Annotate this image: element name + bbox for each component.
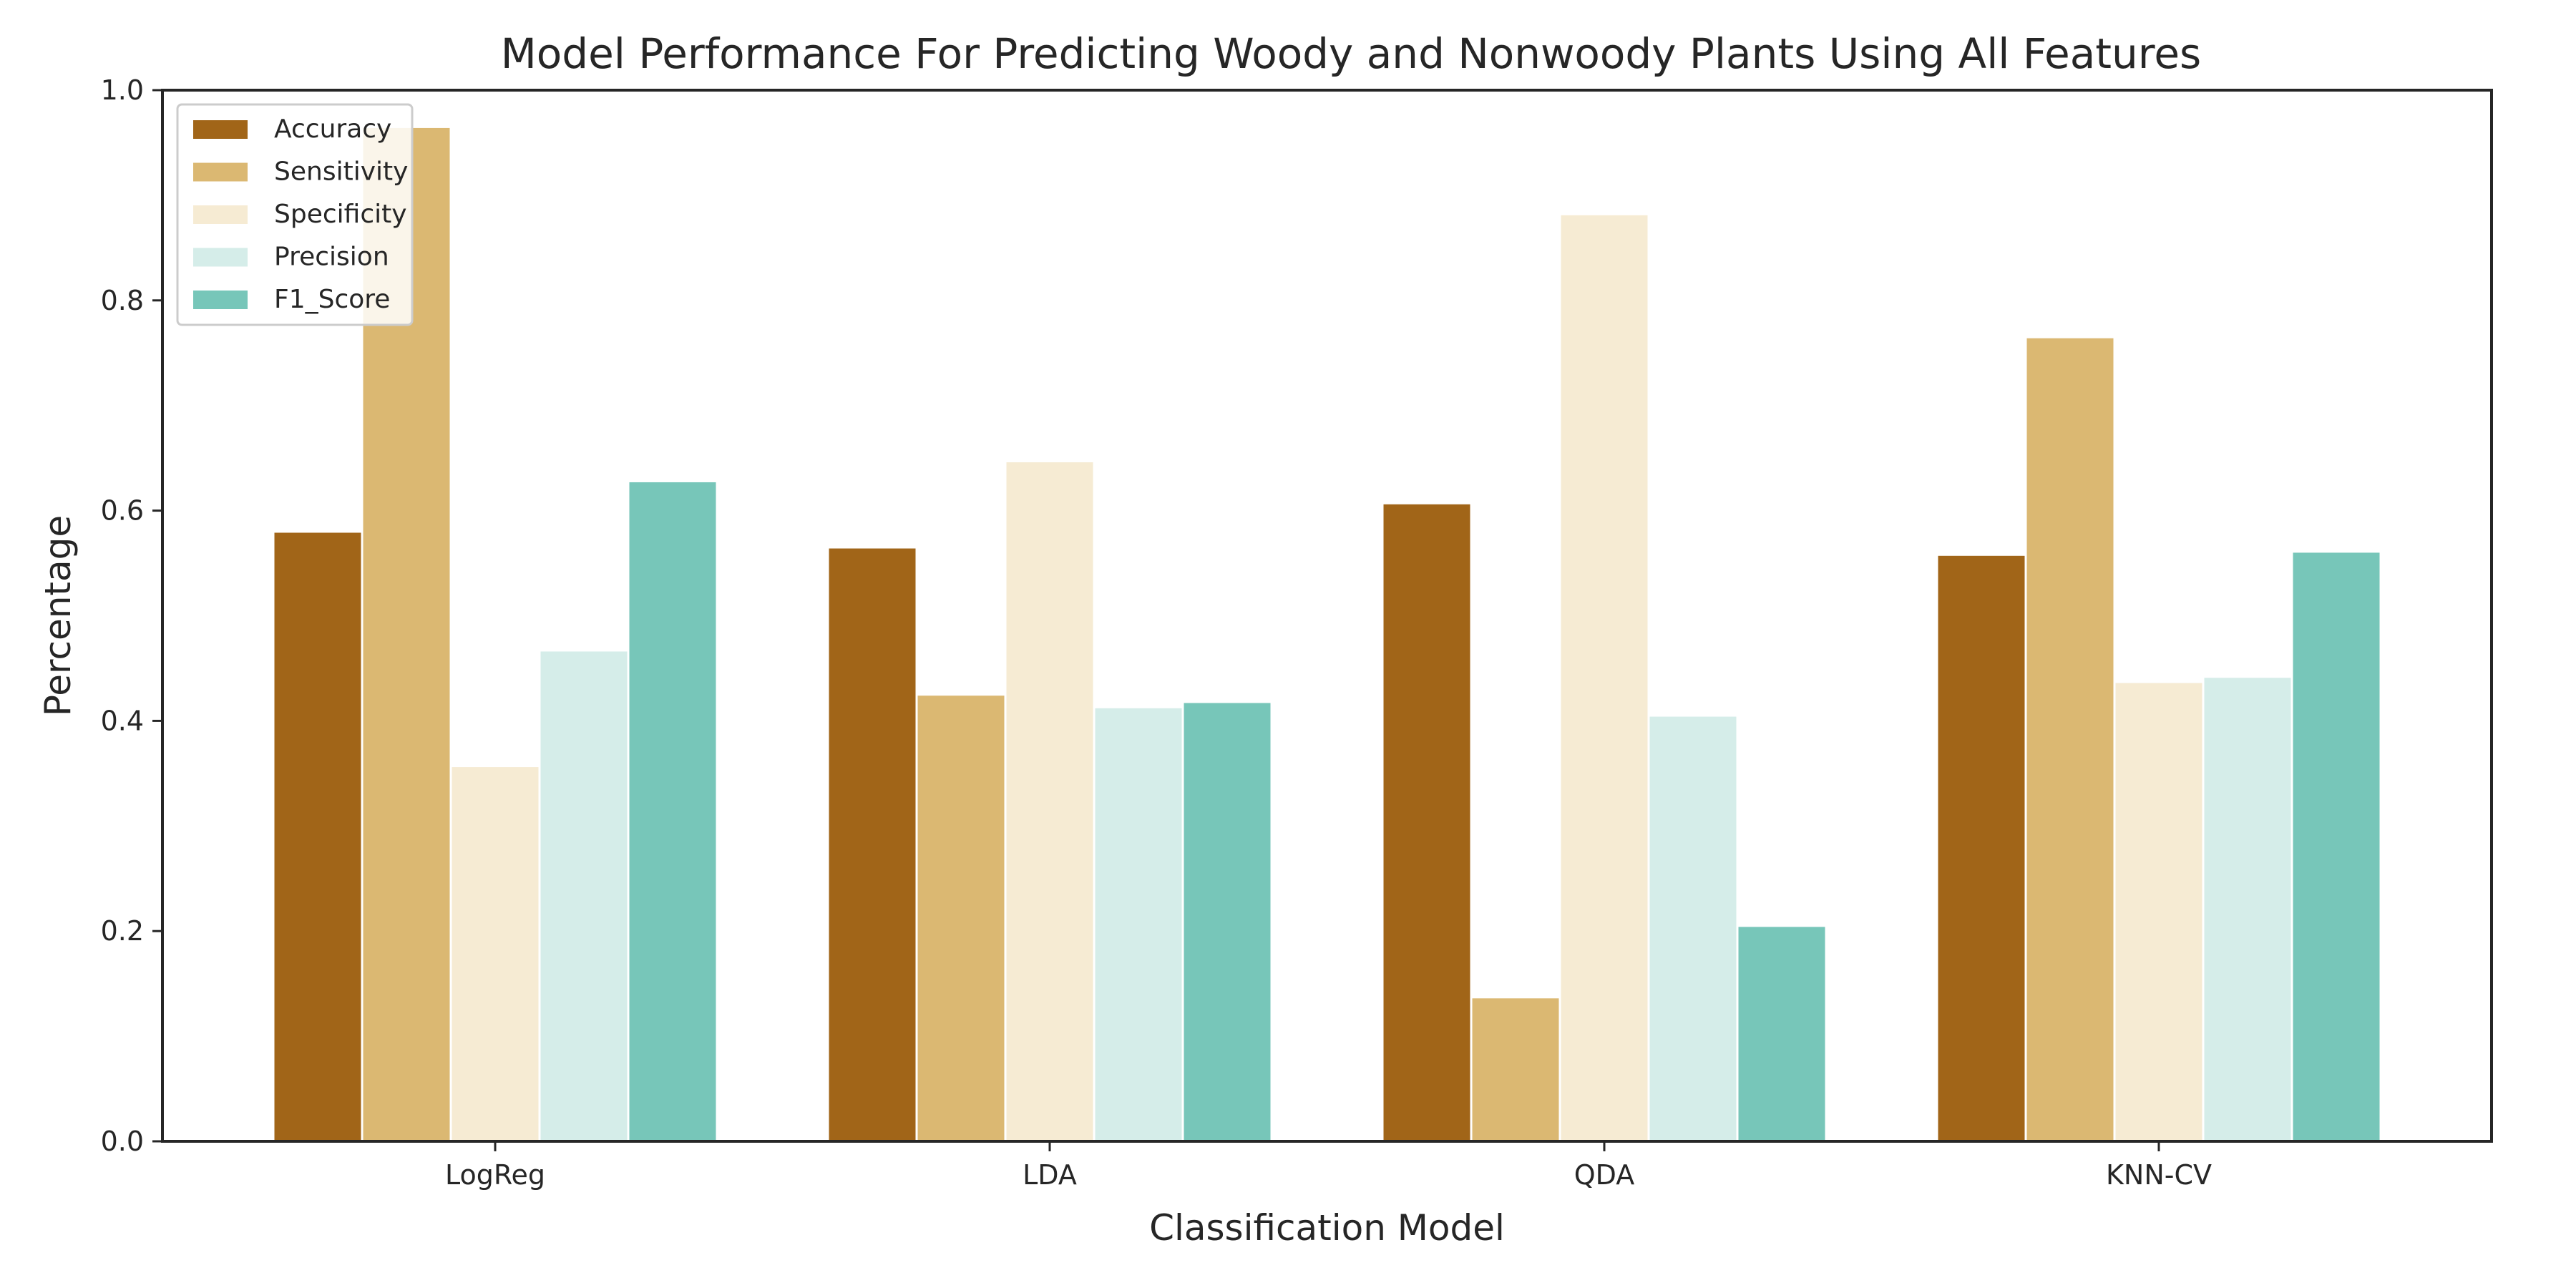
x-axis-label: Classification Model — [1149, 1207, 1505, 1249]
legend-swatch-precision — [193, 248, 248, 267]
bar-qda-precision — [1647, 714, 1739, 1143]
bar-qda-sensitivity — [1470, 996, 1561, 1143]
bars-group — [272, 125, 2382, 1143]
legend-swatch-f1-score — [193, 291, 248, 309]
bar-knn-cv-accuracy — [1936, 553, 2027, 1143]
legend-swatch-specificity — [193, 205, 248, 224]
bar-qda-f1-score — [1736, 924, 1828, 1143]
legend-label-f1-score: F1_Score — [274, 285, 390, 314]
bar-qda-specificity — [1558, 213, 1650, 1143]
bar-knn-cv-precision — [2202, 675, 2293, 1143]
bar-knn-cv-specificity — [2113, 680, 2205, 1143]
bar-lda-specificity — [1004, 460, 1096, 1143]
x-tick-label: LDA — [1023, 1159, 1077, 1191]
y-axis-label: Percentage — [37, 515, 79, 716]
y-tick-label: 1.0 — [101, 74, 144, 106]
legend-box — [176, 103, 414, 326]
x-tick-label: LogReg — [445, 1159, 545, 1191]
legend-label-specificity: Specificity — [274, 200, 407, 229]
legend-label-precision: Precision — [274, 243, 389, 272]
bar-logreg-accuracy — [272, 530, 364, 1143]
legend: Accuracy Sensitivity Specificity Precision F… — [176, 103, 414, 326]
legend-label-accuracy: Accuracy — [274, 114, 391, 144]
x-tick-label: KNN-CV — [2106, 1159, 2212, 1191]
y-tick-label: 0.6 — [101, 495, 144, 527]
y-tick-label: 0.8 — [101, 285, 144, 316]
plot-frame — [161, 89, 2493, 1143]
y-tick-label: 0.0 — [101, 1126, 144, 1157]
chart-title: Model Performance For Predicting Woody a… — [501, 29, 2202, 78]
bar-lda-f1-score — [1181, 701, 1273, 1143]
legend-label-sensitivity: Sensitivity — [274, 157, 408, 187]
bar-knn-cv-f1-score — [2290, 550, 2382, 1143]
bar-knn-cv-sensitivity — [2024, 336, 2116, 1143]
bar-lda-accuracy — [826, 546, 918, 1143]
bar-lda-precision — [1093, 706, 1184, 1143]
legend-swatch-accuracy — [193, 120, 248, 139]
y-tick-label: 0.4 — [101, 705, 144, 736]
legend-swatch-sensitivity — [193, 162, 248, 182]
bar-logreg-specificity — [449, 765, 541, 1143]
y-axis: 0.0 0.2 0.4 0.6 0.8 1.0 — [101, 74, 162, 1157]
bar-logreg-precision — [538, 649, 630, 1143]
x-axis: LogReg LDA QDA KNN-CV — [445, 1141, 2212, 1191]
bar-qda-accuracy — [1381, 502, 1473, 1143]
x-tick-label: QDA — [1574, 1159, 1635, 1191]
bar-lda-sensitivity — [915, 693, 1007, 1143]
bar-logreg-f1-score — [627, 479, 718, 1143]
y-tick-label: 0.2 — [101, 915, 144, 947]
